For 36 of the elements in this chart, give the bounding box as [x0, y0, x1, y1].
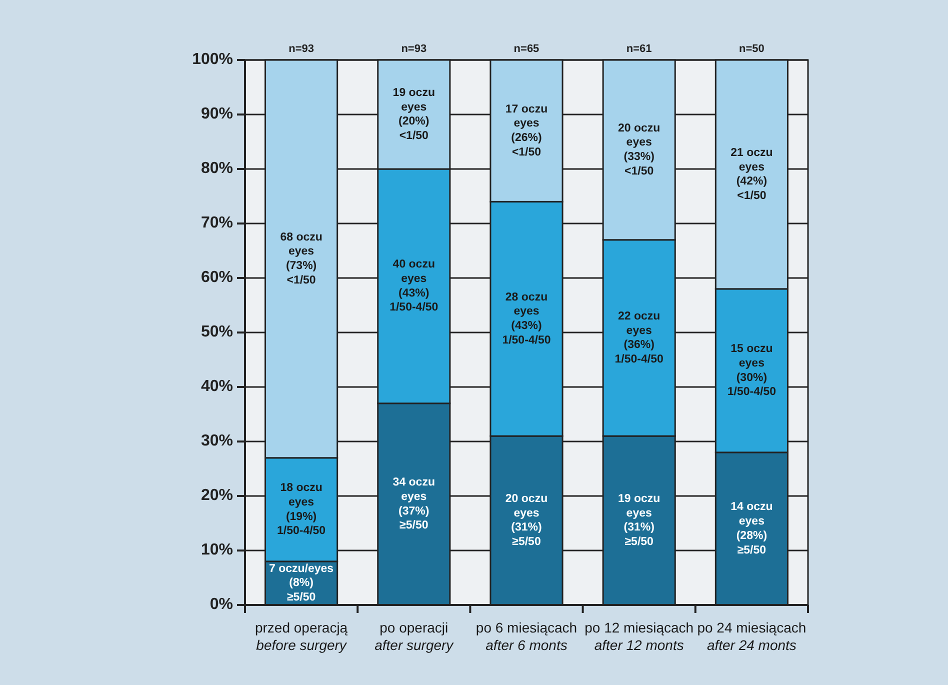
y-tick-label: 0%: [210, 596, 233, 614]
annotation: n=61: [626, 43, 652, 55]
y-tick-label: 100%: [192, 51, 233, 68]
data-label: 18 oczu eyes (19%) 1/50-4/50: [276, 482, 326, 538]
data-label: 68 oczu eyes (73%) <1/50: [280, 231, 322, 287]
x-tick-label: po 24 miesiącach after 24 monts: [697, 618, 806, 652]
y-tick-label: 50%: [200, 324, 233, 341]
y-tick-label: 90%: [200, 106, 233, 123]
y-tick-label: 80%: [200, 160, 233, 178]
data-label: 7 oczu/eyes (8%) ≥5/50: [269, 562, 334, 604]
data-label: 19 oczu eyes (31%) ≥5/50: [618, 492, 660, 548]
annotation: n=93: [401, 43, 427, 55]
y-tick-label: 60%: [200, 269, 233, 286]
data-label: 15 oczu eyes (30%) 1/50-4/50: [727, 343, 776, 398]
annotation: n=93: [288, 43, 314, 55]
data-label: 22 oczu eyes (36%) 1/50-4/50: [614, 310, 664, 366]
x-tick-label: po 12 miesiącach after 12 monts: [584, 618, 694, 652]
annotation: n=50: [739, 43, 764, 55]
data-label: 40 oczu eyes (43%) 1/50-4/50: [390, 258, 438, 314]
x-tick-label: przed operacją before surgery: [254, 618, 348, 652]
data-label: 19 oczu eyes (20%) <1/50: [392, 86, 435, 142]
y-tick-label: 10%: [200, 542, 233, 559]
x-tick-label: po operacji after surgery: [374, 618, 454, 652]
y-tick-label: 70%: [200, 214, 233, 232]
y-tick-label: 40%: [200, 378, 233, 396]
data-label: 21 oczu eyes (42%) <1/50: [730, 146, 773, 202]
annotation: n=65: [514, 43, 540, 55]
data-label: 17 oczu eyes (26%) <1/50: [505, 103, 548, 158]
data-label: 20 oczu eyes (33%) <1/50: [618, 122, 660, 178]
y-tick-label: 20%: [200, 487, 233, 504]
data-label: 34 oczu eyes (37%) ≥5/50: [392, 476, 435, 532]
y-tick-label: 30%: [200, 432, 233, 450]
x-tick-label: po 6 miesiącach after 6 monts: [476, 618, 578, 652]
data-label: 28 oczu eyes (43%) 1/50-4/50: [502, 291, 551, 346]
data-label: 20 oczu eyes (31%) ≥5/50: [505, 492, 548, 548]
data-label: 14 oczu eyes (28%) ≥5/50: [730, 501, 773, 556]
